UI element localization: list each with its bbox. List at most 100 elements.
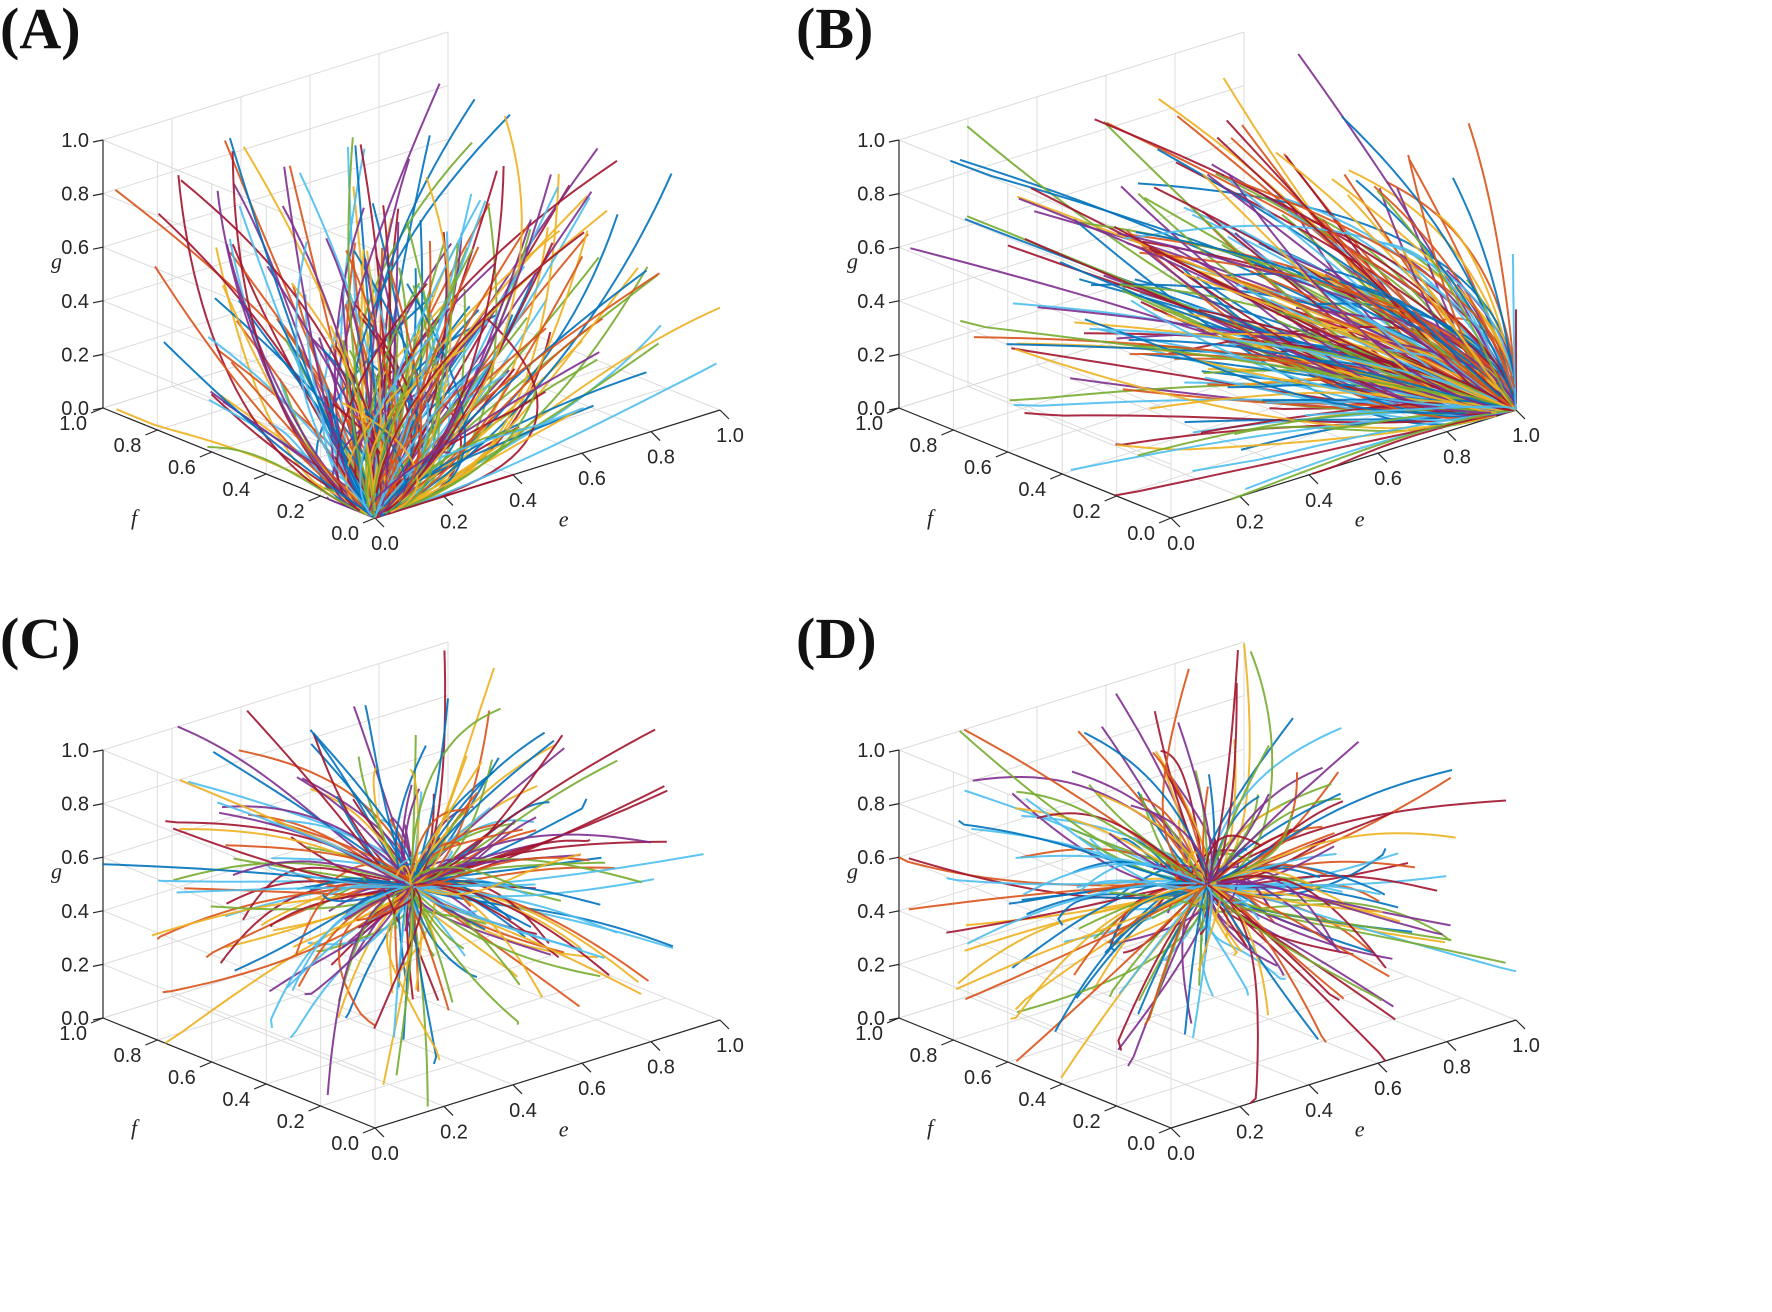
trajectory-line	[326, 890, 398, 1096]
trajectory-line	[1208, 683, 1238, 885]
grid-line	[102, 695, 449, 805]
trajectory-line	[233, 183, 366, 500]
grid-lines	[898, 641, 1517, 1129]
e-tick-label: 0.6	[1374, 468, 1402, 490]
g-tick-mark	[888, 193, 900, 197]
f-tick-mark	[1104, 495, 1117, 502]
trajectory-line	[364, 258, 389, 507]
g-tick-mark	[888, 749, 900, 753]
e-tick-label: 0.6	[1374, 1078, 1402, 1100]
trajectory-line	[1214, 884, 1390, 978]
grid-line	[1036, 974, 1310, 1086]
trajectory-line	[368, 351, 600, 517]
grid-line	[211, 953, 557, 1063]
e-tick-label: 0.8	[647, 1057, 675, 1079]
axis-lines	[90, 749, 730, 1138]
trajectory-line	[395, 306, 721, 510]
g-tick-mark	[888, 353, 900, 357]
e-tick-mark	[1446, 431, 1457, 442]
grid-line	[898, 138, 1245, 248]
f-tick-mark	[199, 1061, 213, 1068]
trajectory-line	[1223, 175, 1516, 388]
trajectory-line	[419, 853, 704, 888]
grid-line	[1007, 953, 1353, 1063]
f-tick-mark	[1049, 1083, 1063, 1090]
trajectory-line	[215, 247, 356, 511]
g-axis-label: g	[847, 859, 858, 884]
e-tick-mark	[443, 1105, 454, 1116]
grid-line	[898, 192, 1245, 302]
trajectory-line	[352, 798, 410, 878]
e-tick-label: 0.6	[578, 468, 606, 490]
trajectory-line	[413, 698, 449, 877]
trajectory-line	[419, 861, 606, 884]
trajectory-line	[327, 388, 374, 519]
trajectory-line	[1128, 338, 1505, 409]
f-tick-label: 0.0	[1127, 523, 1155, 545]
grid-line	[898, 963, 1172, 1075]
trajectory-line	[391, 884, 411, 929]
trajectory-line	[1089, 327, 1498, 402]
trajectory-line	[173, 861, 403, 883]
tick-labels: 0.00.20.40.60.81.00.00.20.40.60.81.00.00…	[51, 130, 744, 555]
f-tick-label: 1.0	[59, 1023, 87, 1045]
trajectory-line	[391, 362, 717, 514]
trajectory-line	[378, 174, 552, 516]
trajectory-line	[1143, 884, 1207, 1026]
e-tick-mark	[1377, 452, 1388, 463]
e-tick-mark	[512, 474, 523, 485]
trajectory-line	[1090, 283, 1502, 396]
trajectory-line	[411, 866, 522, 890]
trajectory-line	[1218, 832, 1456, 882]
trajectory-line	[1158, 756, 1208, 885]
f-tick-label: 0.8	[114, 1045, 142, 1067]
f-tick-mark	[145, 429, 158, 436]
trajectory-line	[412, 887, 601, 978]
f-tick-mark	[1049, 473, 1063, 480]
f-tick-mark	[941, 429, 954, 436]
trajectory-line	[393, 255, 584, 511]
trajectory-line	[1206, 837, 1217, 884]
trajectory-line	[424, 853, 582, 896]
g-tick-label: 0.6	[61, 237, 89, 259]
axis-lines	[886, 749, 1526, 1138]
e-tick-mark	[650, 431, 661, 442]
trajectory-line	[1083, 731, 1208, 880]
trajectory-line	[958, 819, 1203, 886]
plot-d: 0.00.20.40.60.81.00.00.20.40.60.81.00.00…	[847, 641, 1540, 1165]
trajectory-line	[359, 332, 435, 517]
trajectory-line	[1216, 879, 1342, 954]
f-axis-line	[898, 1017, 1172, 1129]
plot-c: 0.00.20.40.60.81.00.00.20.40.60.81.00.00…	[51, 641, 744, 1165]
f-tick-mark	[308, 495, 321, 502]
trajectory-line	[216, 801, 412, 886]
trajectory-line	[1395, 355, 1512, 409]
g-tick-label: 1.0	[857, 740, 885, 762]
tick-labels: 0.00.20.40.60.81.00.00.20.40.60.81.00.00…	[847, 130, 1540, 555]
f-tick-label: 0.0	[1127, 1133, 1155, 1155]
g-tick-mark	[92, 246, 104, 250]
e-axis-label: e	[1355, 507, 1365, 532]
f-tick-label: 0.4	[1018, 1089, 1046, 1111]
trajectory-line	[404, 267, 639, 508]
trajectory-line	[357, 885, 416, 929]
trajectory-line	[216, 190, 358, 507]
trajectories	[910, 53, 1517, 501]
g-tick-mark	[92, 139, 104, 143]
trajectory-line	[377, 232, 448, 513]
g-tick-label: 0.8	[61, 794, 89, 816]
trajectory-line	[1130, 299, 1503, 410]
trajectory-line	[395, 888, 414, 1076]
trajectory-line	[1109, 884, 1200, 952]
e-tick-label: 0.8	[1443, 1057, 1471, 1079]
trajectory-line	[163, 341, 374, 518]
e-tick-label: 1.0	[716, 425, 744, 447]
e-tick-label: 0.8	[1443, 447, 1471, 469]
e-tick-label: 0.4	[1305, 1100, 1333, 1122]
panel-label-b: (B)	[796, 0, 874, 61]
trajectory-line	[1016, 790, 1197, 879]
f-tick-mark	[199, 451, 213, 458]
trajectory-line	[373, 196, 591, 517]
grid-line	[447, 299, 721, 411]
trajectory-line	[1211, 886, 1270, 1016]
